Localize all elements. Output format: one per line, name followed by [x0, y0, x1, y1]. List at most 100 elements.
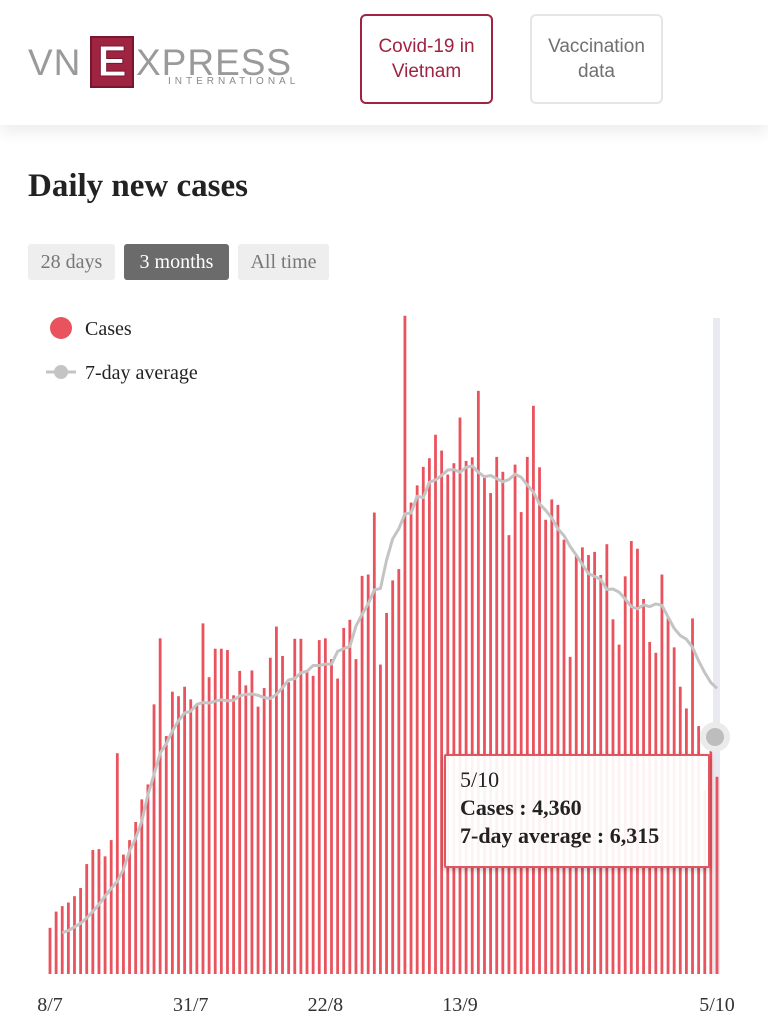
- seven-day-average-line: [61, 464, 719, 935]
- cases-bar[interactable]: [715, 776, 719, 974]
- covid-button-label: Covid-19 in Vietnam: [378, 36, 475, 82]
- cases-bar[interactable]: [403, 315, 407, 974]
- cases-bar[interactable]: [532, 405, 535, 974]
- cases-bar[interactable]: [207, 677, 211, 974]
- cases-bar[interactable]: [275, 626, 278, 974]
- cases-bar[interactable]: [501, 471, 505, 974]
- cases-bar[interactable]: [152, 704, 156, 974]
- x-axis-ticks: 8/7 31/7 22/8 13/9 5/10: [37, 994, 735, 1016]
- cases-bar[interactable]: [226, 650, 229, 974]
- tooltip-average-row: 7-day average : 6,315: [460, 823, 660, 848]
- cases-bar[interactable]: [238, 670, 242, 974]
- cases-bar[interactable]: [440, 450, 444, 974]
- cases-bar[interactable]: [158, 638, 162, 974]
- cases-bar[interactable]: [495, 456, 499, 974]
- cases-bar[interactable]: [256, 706, 260, 974]
- site-header: VN E XPRESS INTERNATIONAL Covid-19 in Vi…: [0, 0, 768, 125]
- cases-bar[interactable]: [489, 493, 492, 974]
- cases-bar[interactable]: [250, 670, 254, 974]
- cases-bar[interactable]: [213, 648, 217, 974]
- cases-bar[interactable]: [293, 638, 297, 974]
- cases-bar[interactable]: [342, 627, 346, 974]
- cases-bar[interactable]: [73, 896, 76, 974]
- cases-bar[interactable]: [232, 695, 235, 974]
- cases-bar[interactable]: [170, 691, 174, 974]
- cases-bar[interactable]: [146, 784, 150, 974]
- cases-bar[interactable]: [458, 417, 462, 974]
- cases-bar[interactable]: [415, 485, 419, 974]
- cases-bar[interactable]: [385, 612, 388, 974]
- cases-bar[interactable]: [452, 463, 456, 974]
- cases-bar[interactable]: [391, 580, 395, 974]
- cases-bar[interactable]: [446, 474, 450, 974]
- cases-bar[interactable]: [287, 682, 291, 974]
- cases-bar[interactable]: [470, 457, 474, 975]
- cases-bar[interactable]: [709, 749, 713, 974]
- cases-bar[interactable]: [268, 657, 272, 974]
- cases-bar[interactable]: [434, 434, 437, 975]
- cases-bar[interactable]: [183, 686, 187, 974]
- cases-bar[interactable]: [483, 475, 486, 974]
- tooltip-cases-row: Cases : 4,360: [460, 795, 582, 820]
- bars-group: [48, 315, 719, 975]
- cases-bar[interactable]: [330, 659, 333, 974]
- cases-bar[interactable]: [366, 574, 370, 974]
- cases-bar[interactable]: [262, 688, 266, 974]
- cases-bar[interactable]: [336, 678, 340, 974]
- range-all-time-button[interactable]: All time: [238, 244, 329, 280]
- cases-bar[interactable]: [513, 464, 517, 974]
- cases-bar[interactable]: [201, 623, 205, 974]
- cases-bar[interactable]: [79, 888, 82, 974]
- cases-bar[interactable]: [177, 696, 180, 974]
- cases-bar[interactable]: [427, 458, 431, 974]
- cases-bar[interactable]: [311, 675, 315, 974]
- cases-bar[interactable]: [299, 638, 303, 974]
- cases-bar[interactable]: [109, 840, 113, 974]
- cases-bar[interactable]: [421, 466, 425, 974]
- cases-bar[interactable]: [354, 659, 358, 974]
- cases-bar[interactable]: [409, 502, 413, 974]
- cases-bar[interactable]: [219, 648, 223, 974]
- range-28-days-button[interactable]: 28 days: [28, 244, 115, 280]
- cases-bar[interactable]: [97, 849, 101, 974]
- cases-bar[interactable]: [140, 799, 144, 974]
- vaccination-data-button[interactable]: Vaccination data: [530, 14, 663, 104]
- cases-bar[interactable]: [464, 460, 468, 974]
- logo-international-text: INTERNATIONAL: [168, 76, 300, 87]
- cases-bar[interactable]: [703, 790, 707, 974]
- cases-bar[interactable]: [164, 736, 168, 974]
- cases-bar[interactable]: [60, 906, 64, 974]
- cases-bar[interactable]: [550, 499, 554, 974]
- cases-bar[interactable]: [397, 569, 401, 974]
- cases-bar[interactable]: [348, 619, 352, 974]
- cases-bar[interactable]: [244, 685, 248, 974]
- logo-e-box: E: [90, 36, 134, 88]
- hover-point[interactable]: [706, 728, 724, 746]
- cases-bar[interactable]: [122, 854, 125, 974]
- cases-bar[interactable]: [519, 512, 523, 974]
- cases-bar[interactable]: [281, 655, 284, 974]
- cases-bar[interactable]: [48, 927, 52, 974]
- cases-bar[interactable]: [54, 911, 58, 974]
- cases-bar[interactable]: [103, 856, 107, 974]
- logo-xpress-text: XPRESS: [136, 42, 293, 83]
- cases-bar[interactable]: [317, 640, 321, 974]
- cases-bar[interactable]: [379, 664, 382, 974]
- cases-bar[interactable]: [372, 512, 376, 974]
- cases-bar[interactable]: [115, 753, 119, 974]
- cases-bar[interactable]: [525, 456, 529, 974]
- cases-bar[interactable]: [305, 670, 309, 974]
- cases-bar[interactable]: [66, 902, 70, 974]
- covid-19-in-vietnam-button[interactable]: Covid-19 in Vietnam: [360, 14, 493, 104]
- cases-bar[interactable]: [134, 821, 138, 974]
- cases-bar[interactable]: [476, 390, 480, 975]
- cases-bar[interactable]: [195, 703, 199, 974]
- cases-bar[interactable]: [189, 699, 193, 974]
- cases-bar[interactable]: [128, 840, 131, 974]
- range-3-months-button[interactable]: 3 months: [124, 244, 229, 280]
- cases-bar[interactable]: [556, 504, 560, 974]
- cases-bar[interactable]: [360, 575, 364, 974]
- cases-bar[interactable]: [544, 519, 548, 974]
- cases-bar[interactable]: [538, 467, 541, 974]
- cases-bar[interactable]: [323, 638, 327, 974]
